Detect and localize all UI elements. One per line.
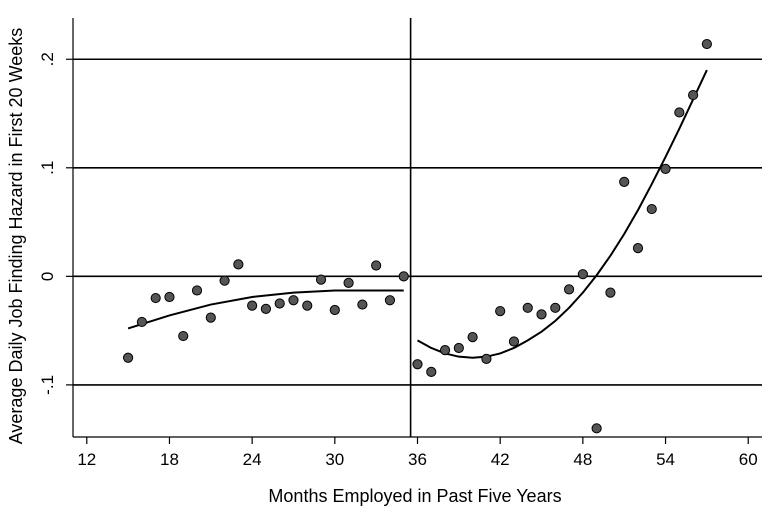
data-point: [178, 330, 189, 342]
x-tick-label: 48: [573, 450, 592, 469]
fit-line: [417, 69, 708, 359]
data-point: [688, 89, 699, 101]
y-tick-label: -.1: [38, 375, 57, 395]
data-point: [605, 287, 616, 298]
y-tick-label: .2: [38, 52, 57, 66]
fit-line: [127, 289, 404, 330]
data-point: [536, 309, 547, 320]
x-tick-label: 24: [243, 450, 262, 469]
x-tick-label: 30: [325, 450, 344, 469]
data-point: [329, 304, 340, 316]
data-point: [591, 423, 602, 434]
data-point: [467, 332, 478, 343]
data-point: [563, 284, 575, 295]
data-point: [508, 336, 520, 347]
plot-frame: [72, 18, 762, 438]
data-point: [522, 302, 533, 313]
data-point: [205, 312, 216, 323]
data-point: [274, 298, 285, 309]
data-point: [426, 366, 437, 377]
fit-lines: [127, 69, 708, 359]
data-point: [191, 285, 203, 296]
y-tick-label: 0: [38, 272, 57, 281]
data-point: [398, 271, 409, 282]
data-point: [343, 277, 354, 288]
data-point: [136, 316, 147, 328]
data-point: [233, 259, 244, 270]
y-axis-title: Average Daily Job Finding Hazard in Firs…: [6, 28, 26, 445]
x-tick-label: 18: [160, 450, 179, 469]
data-point: [412, 359, 423, 370]
x-tick-label: 42: [491, 450, 510, 469]
data-point: [150, 292, 161, 304]
x-tick-label: 12: [77, 450, 96, 469]
axis-ticks: 12 18 24 30 36 42 48 54 60 -.1 0 .1 .2: [38, 52, 758, 469]
x-tick-label: 60: [739, 450, 758, 469]
data-points: [123, 38, 712, 434]
x-tick-label: 54: [656, 450, 675, 469]
data-point: [288, 295, 299, 306]
data-point: [619, 176, 630, 188]
data-point: [495, 305, 506, 317]
grid-lines: [73, 18, 762, 437]
data-point: [123, 352, 134, 363]
data-point: [632, 243, 644, 254]
data-point: [660, 163, 671, 174]
data-point: [247, 300, 258, 311]
x-axis-title: Months Employed in Past Five Years: [268, 486, 561, 506]
data-point: [315, 274, 327, 285]
data-point: [577, 269, 588, 280]
data-point: [371, 260, 382, 271]
data-point: [439, 345, 451, 356]
data-point: [357, 299, 368, 310]
data-point: [550, 302, 561, 313]
data-point: [453, 342, 464, 354]
data-point: [481, 353, 492, 364]
data-point: [260, 303, 272, 315]
data-point: [646, 203, 657, 215]
x-tick-label: 36: [408, 450, 427, 469]
y-tick-label: .1: [38, 161, 57, 175]
data-point: [674, 107, 685, 118]
data-point: [384, 295, 396, 306]
data-point: [219, 275, 230, 286]
data-point: [302, 300, 313, 311]
data-point: [164, 291, 175, 303]
data-point: [701, 38, 712, 50]
